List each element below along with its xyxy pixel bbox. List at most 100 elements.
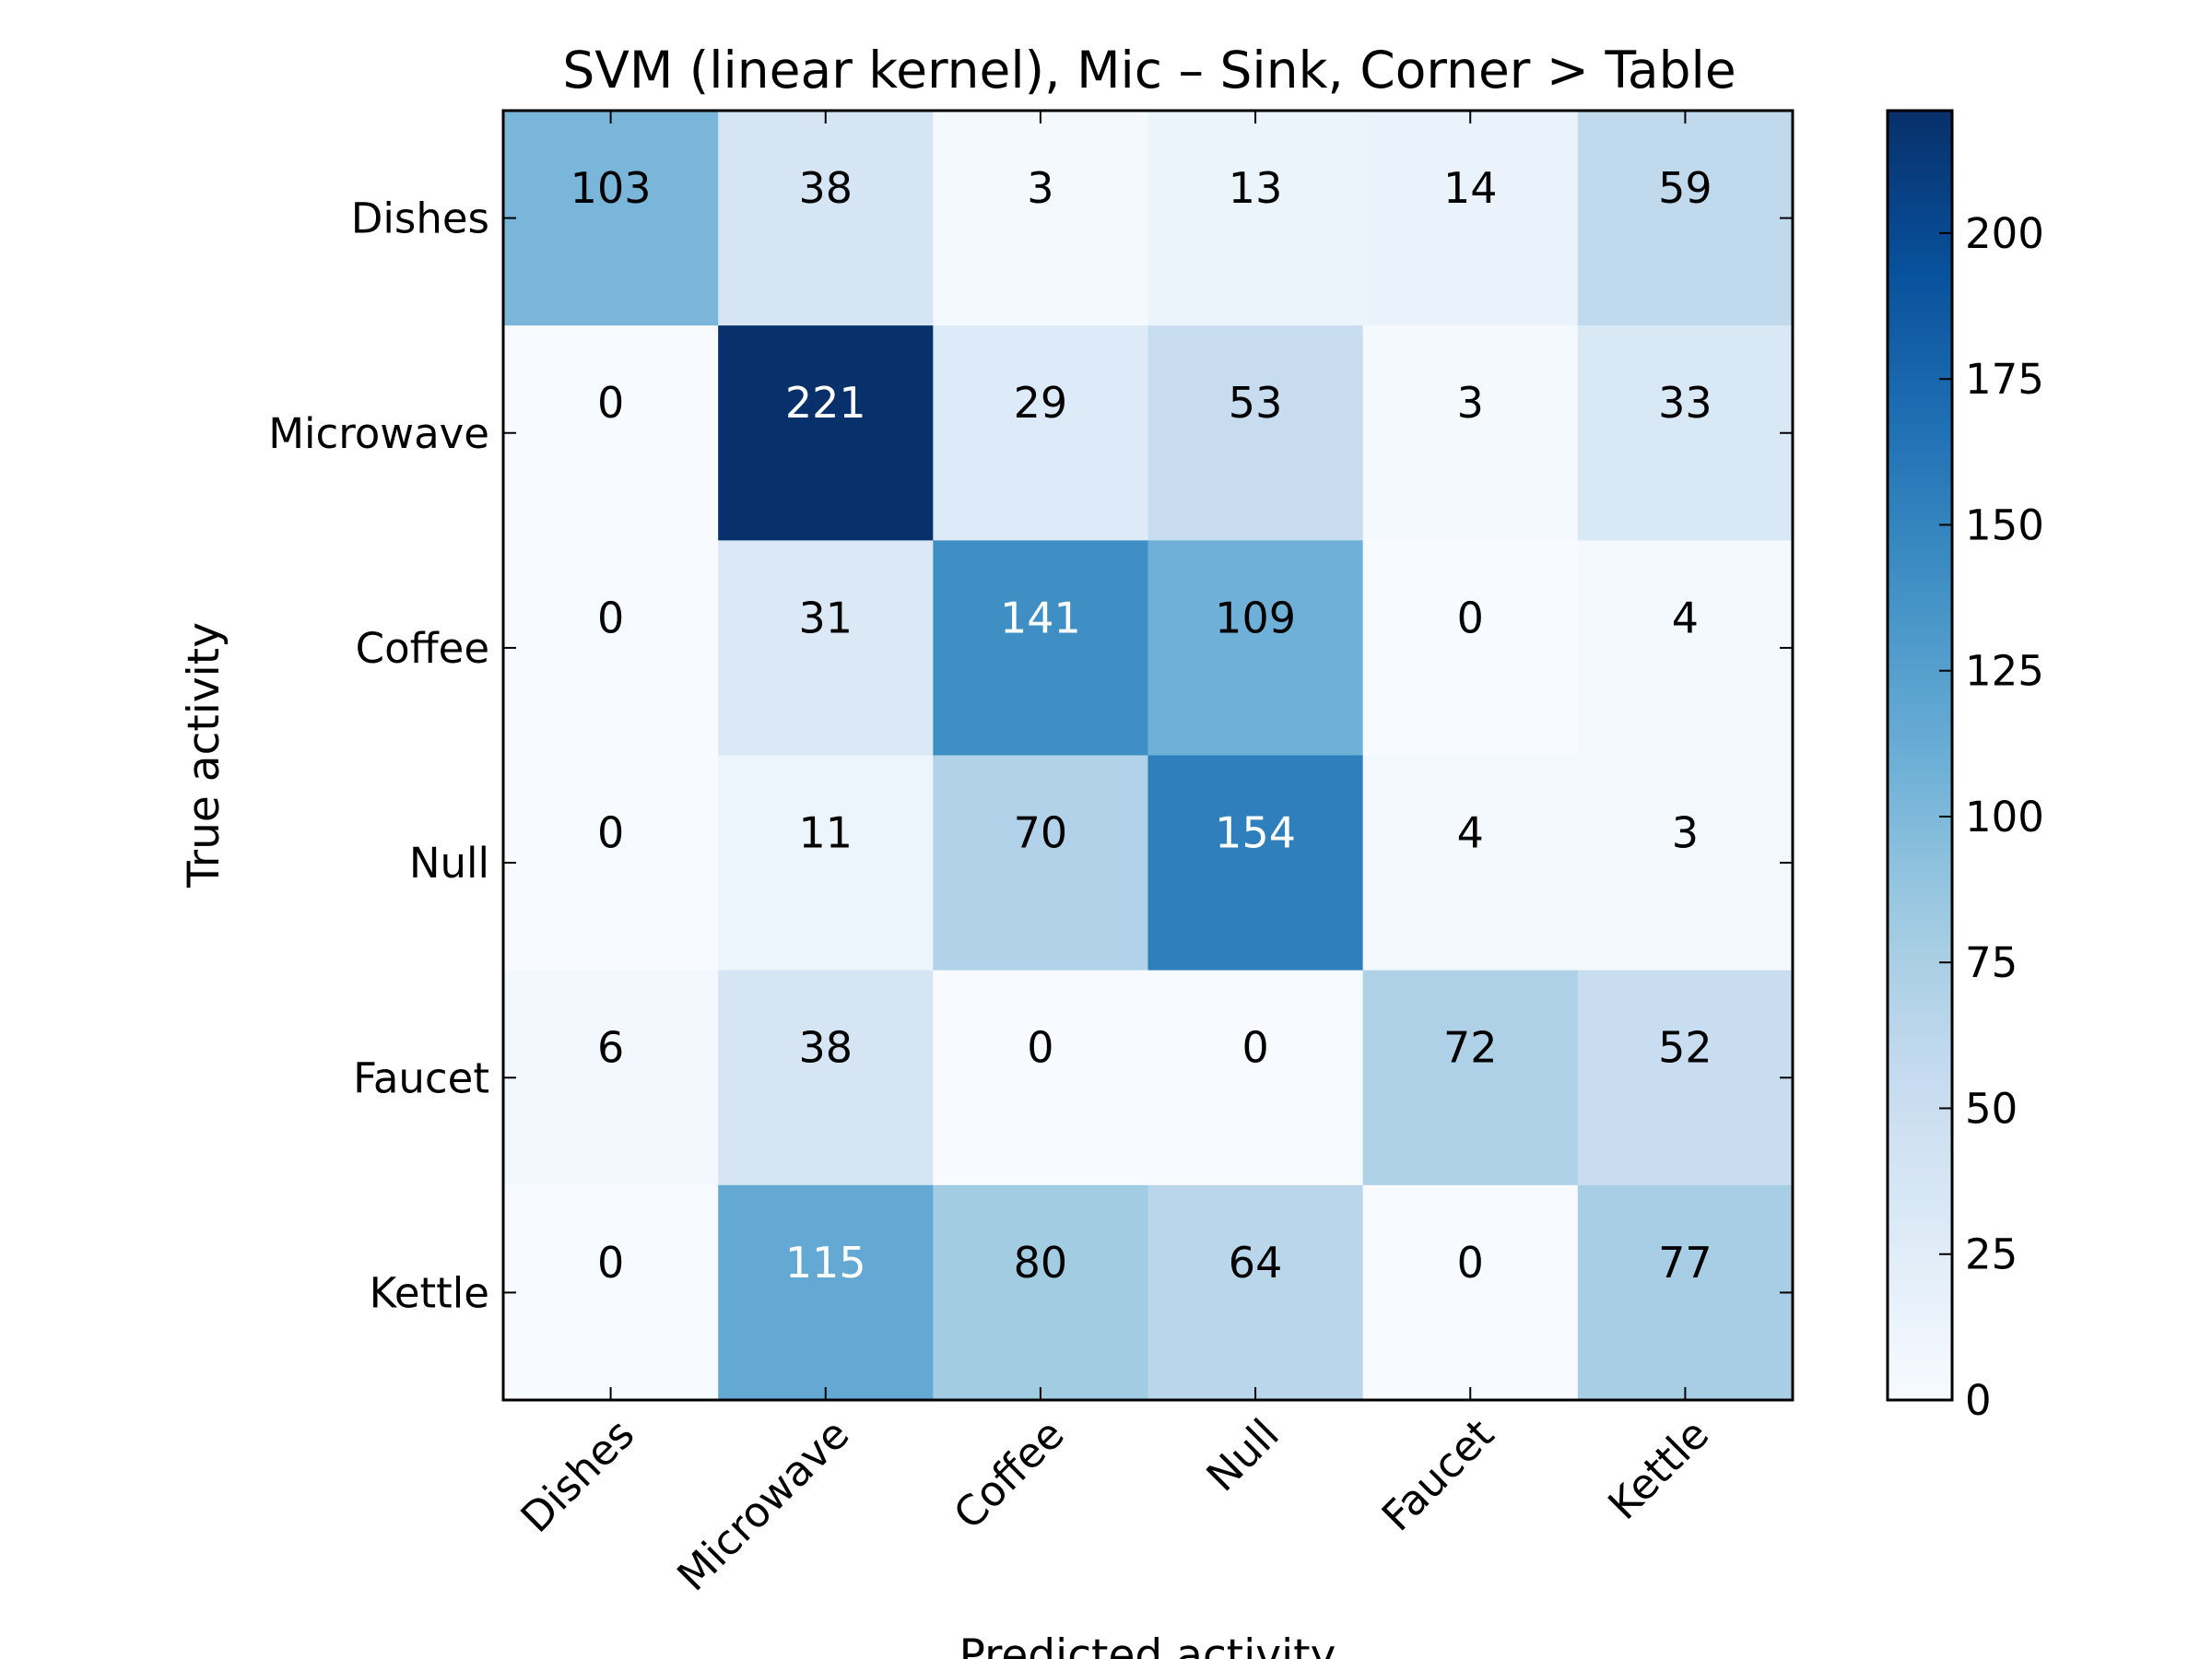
heatmap-cell (718, 325, 934, 541)
heatmap-cell (718, 970, 934, 1186)
cell-value-label: 154 (1215, 808, 1296, 858)
y-tick-label: Null (409, 839, 489, 888)
heatmap-cell (1147, 111, 1364, 326)
heatmap-cell (718, 540, 934, 756)
cell-value-label: 0 (1027, 1023, 1053, 1073)
colorbar-tick-label: 200 (1965, 209, 2044, 258)
cell-value-label: 31 (798, 593, 853, 642)
cell-value-label: 11 (798, 808, 853, 858)
heatmap-cell (933, 970, 1148, 1186)
heatmap-cell (1577, 111, 1794, 326)
heatmap-cell (933, 755, 1148, 971)
heatmap-cell (933, 1184, 1148, 1401)
x-tick-label: Coffee (944, 1409, 1073, 1538)
cell-value-label: 13 (1229, 163, 1283, 213)
axis-ticks (503, 111, 1793, 1400)
cell-value-label: 33 (1658, 378, 1712, 428)
heatmap-cell (1577, 970, 1794, 1186)
cell-value-label: 0 (1457, 593, 1484, 642)
heatmap-cell (503, 970, 719, 1186)
heatmap-cell (1362, 755, 1579, 971)
cell-value-label: 0 (597, 593, 624, 642)
cell-value-label: 38 (798, 1023, 853, 1073)
heatmap-cell (933, 325, 1148, 541)
heatmap-cell (1577, 325, 1794, 541)
heatmap-cell (718, 755, 934, 971)
colorbar (1886, 109, 1954, 1402)
cell-value-label: 115 (785, 1238, 866, 1288)
colorbar-tick-label: 0 (1965, 1376, 1992, 1425)
x-axis-label: Predicted activity (959, 1630, 1336, 1659)
cell-value-label: 103 (571, 163, 652, 213)
heatmap-cell (1147, 1184, 1364, 1401)
cell-value-label: 0 (597, 378, 624, 428)
cell-value-label: 3 (1457, 378, 1484, 428)
heatmap-cell (1147, 755, 1364, 971)
heatmap-cell (1362, 540, 1579, 756)
colorbar-tick-label: 25 (1965, 1230, 2018, 1279)
heatmap-cells (503, 111, 1794, 1401)
cell-value-label: 64 (1229, 1238, 1283, 1288)
heatmap-cell (503, 111, 719, 326)
y-tick-label: Coffee (356, 624, 489, 673)
colorbar-ticks: 0 25 50 75 100 125 150 175 200 (1939, 209, 2044, 1425)
colorbar-tick-label: 125 (1965, 647, 2044, 696)
y-axis-label: True activity (179, 622, 229, 888)
heatmap-cell-labels: 103 38 3 13 14 590 221 29 53 3 330 31 141 109 0 40 11 70 1… (571, 163, 1712, 1288)
cell-value-label: 72 (1443, 1023, 1498, 1073)
y-tick-label: Dishes (351, 194, 489, 243)
heatmap-cell (933, 540, 1148, 756)
heatmap-cell (933, 111, 1148, 326)
heatmap-cell (503, 325, 719, 541)
cell-value-label: 52 (1658, 1023, 1712, 1073)
x-axis-tick-labels: Dishes Microwave Coffee Null Faucet Kettle (512, 1409, 1719, 1600)
plot-frame (501, 109, 1794, 1402)
heatmap-cell (1577, 1184, 1794, 1401)
cell-value-label: 53 (1229, 378, 1283, 428)
heatmap-cell (1362, 1184, 1579, 1401)
heatmap-cell (1147, 325, 1364, 541)
y-axis-tick-labels: Dishes Microwave Coffee Null Faucet Kettle (268, 194, 489, 1318)
y-tick-label: Kettle (370, 1268, 489, 1317)
y-tick-label: Faucet (353, 1053, 489, 1102)
x-tick-label: Dishes (512, 1409, 644, 1542)
colorbar-tick-label: 100 (1965, 793, 2044, 841)
x-tick-label: Faucet (1372, 1409, 1503, 1540)
cell-value-label: 77 (1658, 1238, 1712, 1288)
heatmap-cell (1577, 540, 1794, 756)
x-tick-label: Microwave (667, 1409, 858, 1600)
cell-value-label: 221 (785, 378, 866, 428)
colorbar-tick-label: 150 (1965, 500, 2044, 549)
cell-value-label: 4 (1672, 593, 1699, 642)
cell-value-label: 70 (1014, 808, 1068, 858)
cell-value-label: 0 (1241, 1023, 1268, 1073)
colorbar-tick-label: 175 (1965, 355, 2044, 404)
cell-value-label: 6 (597, 1023, 624, 1073)
heatmap-cell (1147, 540, 1364, 756)
heatmap-cell (503, 540, 719, 756)
cell-value-label: 0 (597, 1238, 624, 1288)
heatmap-cell (1362, 970, 1579, 1186)
cell-value-label: 141 (1000, 593, 1081, 642)
heatmap-cell (718, 111, 934, 326)
cell-value-label: 59 (1658, 163, 1712, 213)
heatmap-cell (503, 755, 719, 971)
cell-value-label: 29 (1014, 378, 1068, 428)
heatmap-cell (1147, 970, 1364, 1186)
cell-value-label: 3 (1027, 163, 1053, 213)
x-tick-label: Kettle (1598, 1409, 1718, 1529)
cell-value-label: 3 (1672, 808, 1699, 858)
cell-value-label: 109 (1215, 593, 1296, 642)
colorbar-tick-label: 75 (1965, 938, 2018, 987)
colorbar-tick-label: 50 (1965, 1084, 2018, 1133)
cell-value-label: 4 (1457, 808, 1484, 858)
heatmap-cell (1577, 755, 1794, 971)
cell-value-label: 38 (798, 163, 853, 213)
heatmap-cell (1362, 111, 1579, 326)
cell-value-label: 0 (597, 808, 624, 858)
x-tick-label: Null (1197, 1409, 1288, 1500)
chart-title: SVM (linear kernel), Mic – Sink, Corner … (562, 41, 1735, 100)
y-tick-label: Microwave (268, 409, 489, 458)
heatmap-cell (718, 1184, 934, 1401)
